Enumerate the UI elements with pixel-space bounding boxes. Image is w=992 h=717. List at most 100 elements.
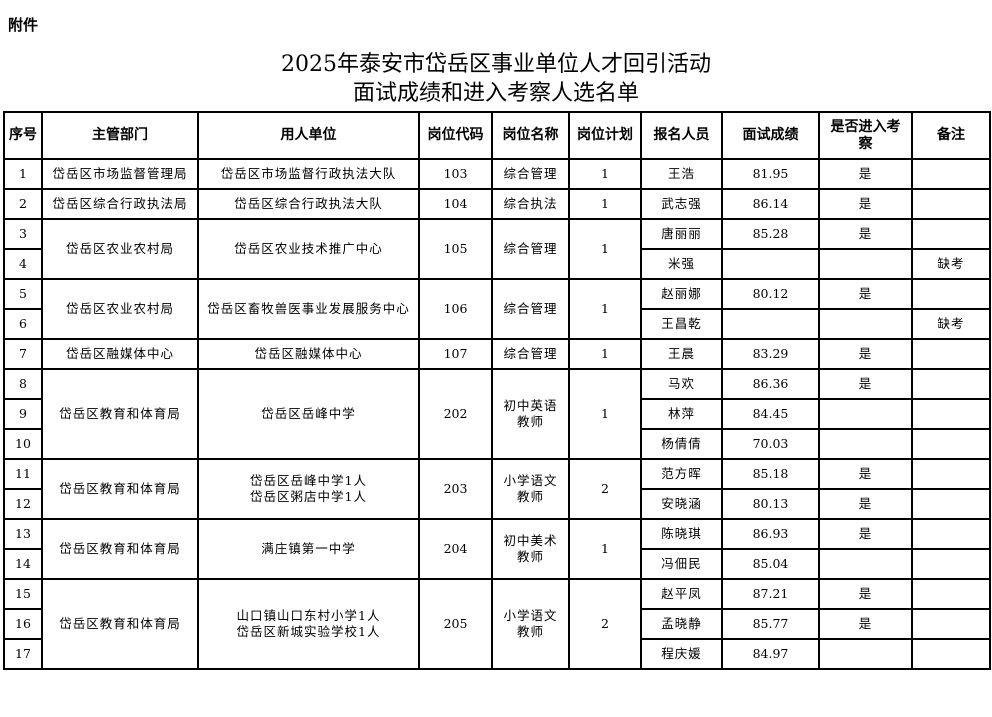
score-cell: 86.14: [721, 188, 820, 220]
dept-cell: 岱岳区农业农村局: [41, 218, 199, 280]
note-cell: [911, 488, 991, 520]
dept-cell: 岱岳区教育和体育局: [41, 368, 199, 460]
note-cell: [911, 188, 991, 220]
table-row: 7 岱岳区融媒体中心 岱岳区融媒体中心 107 综合管理 1 王晨 83.29 是: [3, 338, 991, 370]
dept-cell: 岱岳区市场监督管理局: [41, 158, 199, 190]
header-applicant: 报名人员: [640, 111, 723, 160]
applicant-cell: 范方晖: [640, 458, 723, 490]
pass-cell: [818, 398, 913, 430]
pass-cell: 是: [818, 488, 913, 520]
index-cell: 10: [3, 428, 43, 460]
unit-cell: 岱岳区综合行政执法大队: [197, 188, 420, 220]
post-cell: 小学语文教师: [491, 458, 570, 520]
header-index: 序号: [3, 111, 43, 160]
code-cell: 202: [418, 368, 493, 460]
plan-cell: 1: [568, 158, 642, 190]
document-title-line2: 面试成绩和进入考察人选名单: [352, 81, 639, 106]
index-cell: 6: [3, 308, 43, 340]
index-cell: 8: [3, 368, 43, 400]
post-cell: 综合管理: [491, 338, 570, 370]
table-row: 8 岱岳区教育和体育局 岱岳区岳峰中学 202 初中英语教师 1 马欢 86.36 是: [3, 368, 991, 460]
table-row: 9 林萍 84.45: [3, 398, 991, 430]
table-row: 3 岱岳区农业农村局 岱岳区农业技术推广中心 105 综合管理 1 唐丽丽 85.28 是: [3, 218, 991, 280]
header-row: 序号 主管部门 用人单位 岗位代码 岗位名称 岗位计划 报名人员 面试成绩 是否…: [3, 111, 991, 160]
plan-cell: 2: [568, 578, 642, 670]
note-cell: [911, 278, 991, 310]
results-table: 序号 主管部门 用人单位 岗位代码 岗位名称 岗位计划 报名人员 面试成绩 是否…: [3, 111, 991, 670]
unit-cell: 岱岳区农业技术推广中心: [197, 218, 420, 280]
table-row: 6 王昌乾 缺考: [3, 308, 991, 340]
pass-cell: 是: [818, 218, 913, 250]
code-cell: 103: [418, 158, 493, 190]
table-row: 12 安晓涵 80.13 是: [3, 488, 991, 520]
score-cell: 84.45: [721, 398, 820, 430]
unit-cell: 岱岳区岳峰中学1人 岱岳区粥店中学1人: [197, 458, 420, 520]
header-note: 备注: [911, 111, 991, 160]
header-post: 岗位名称: [491, 111, 570, 160]
plan-cell: 2: [568, 458, 642, 520]
header-unit: 用人单位: [197, 111, 420, 160]
note-cell: [911, 608, 991, 640]
dept-cell: 岱岳区教育和体育局: [41, 578, 199, 670]
unit-cell: 满庄镇第一中学: [197, 518, 420, 580]
header-code: 岗位代码: [418, 111, 493, 160]
index-cell: 3: [3, 218, 43, 250]
document-title-line1: 2025年泰安市岱岳区事业单位人才回引活动: [281, 52, 711, 77]
applicant-cell: 陈晓琪: [640, 518, 723, 550]
score-cell: 87.21: [721, 578, 820, 610]
plan-cell: 1: [568, 368, 642, 460]
code-cell: 203: [418, 458, 493, 520]
code-cell: 105: [418, 218, 493, 280]
plan-cell: 1: [568, 278, 642, 340]
score-cell: 86.93: [721, 518, 820, 550]
pass-cell: 是: [818, 338, 913, 370]
table-row: 10 杨倩倩 70.03: [3, 428, 991, 460]
code-cell: 205: [418, 578, 493, 670]
applicant-cell: 孟晓静: [640, 608, 723, 640]
note-cell: [911, 158, 991, 190]
unit-cell: 岱岳区岳峰中学: [197, 368, 420, 460]
score-cell: [721, 308, 820, 340]
post-cell: 综合管理: [491, 158, 570, 190]
index-cell: 14: [3, 548, 43, 580]
index-cell: 1: [3, 158, 43, 190]
applicant-cell: 赵丽娜: [640, 278, 723, 310]
note-cell: [911, 638, 991, 670]
unit-cell: 山口镇山口东村小学1人 岱岳区新城实验学校1人: [197, 578, 420, 670]
note-cell: 缺考: [911, 248, 991, 280]
index-cell: 9: [3, 398, 43, 430]
code-cell: 106: [418, 278, 493, 340]
score-cell: 80.13: [721, 488, 820, 520]
dept-cell: 岱岳区教育和体育局: [41, 458, 199, 520]
header-pass: 是否进入考察: [818, 111, 913, 160]
index-cell: 7: [3, 338, 43, 370]
code-cell: 107: [418, 338, 493, 370]
dept-cell: 岱岳区教育和体育局: [41, 518, 199, 580]
pass-cell: 是: [818, 518, 913, 550]
table-row: 17 程庆媛 84.97: [3, 638, 991, 670]
dept-cell: 岱岳区综合行政执法局: [41, 188, 199, 220]
pass-cell: 是: [818, 578, 913, 610]
unit-cell: 岱岳区融媒体中心: [197, 338, 420, 370]
score-cell: 85.77: [721, 608, 820, 640]
score-cell: 70.03: [721, 428, 820, 460]
note-cell: 缺考: [911, 308, 991, 340]
table-row: 2 岱岳区综合行政执法局 岱岳区综合行政执法大队 104 综合执法 1 武志强 86.14 是: [3, 188, 991, 220]
table-row: 15 岱岳区教育和体育局 山口镇山口东村小学1人 岱岳区新城实验学校1人 205 小学语文…: [3, 578, 991, 670]
note-cell: [911, 218, 991, 250]
index-cell: 15: [3, 578, 43, 610]
score-cell: [721, 248, 820, 280]
pass-cell: [818, 428, 913, 460]
post-cell: 综合管理: [491, 278, 570, 340]
pass-cell: 是: [818, 458, 913, 490]
post-cell: 小学语文教师: [491, 578, 570, 670]
note-cell: [911, 338, 991, 370]
score-cell: 85.18: [721, 458, 820, 490]
applicant-cell: 米强: [640, 248, 723, 280]
pass-cell: 是: [818, 608, 913, 640]
plan-cell: 1: [568, 338, 642, 370]
pass-cell: 是: [818, 158, 913, 190]
table-row: 1 岱岳区市场监督管理局 岱岳区市场监督行政执法大队 103 综合管理 1 王浩 81.95 是: [3, 158, 991, 190]
plan-cell: 1: [568, 188, 642, 220]
applicant-cell: 冯佃民: [640, 548, 723, 580]
